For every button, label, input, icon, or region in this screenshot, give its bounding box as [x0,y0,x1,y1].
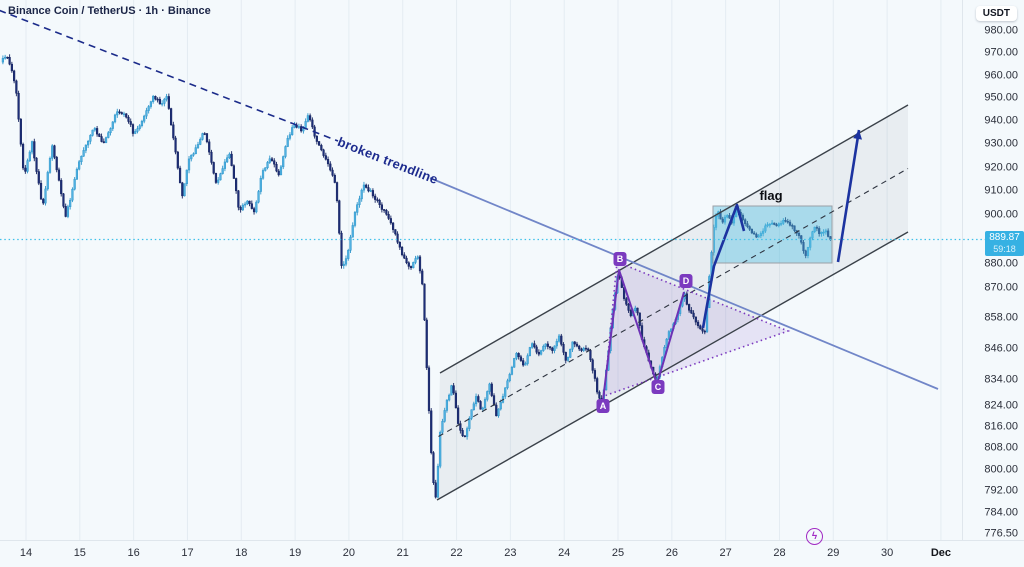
bar-countdown: 59:18 [993,244,1016,255]
abcd-zigzag[interactable] [602,269,685,401]
time-tick-label: 24 [558,547,571,559]
price-tick-label: 784.00 [984,506,1018,519]
price-tick-label: 808.00 [984,441,1018,454]
price-tick-label: 792.00 [984,484,1018,497]
time-tick-label: 21 [396,547,409,559]
time-tick-label: 20 [342,547,356,559]
pattern-label-c[interactable]: C [651,380,665,394]
arrowhead [853,130,863,140]
time-tick-label: 27 [719,547,732,559]
time-tick-label: 23 [504,547,517,559]
price-tick-label: 816.00 [984,420,1018,433]
time-tick-label: 26 [665,547,678,559]
pattern-label-a[interactable]: A [596,399,610,413]
price-tick-label: 880.00 [984,256,1018,269]
time-tick-label: 15 [73,547,86,559]
time-tick-label: 30 [880,547,894,559]
price-tick-label: 776.50 [984,527,1018,540]
price-tick-label: 910.00 [984,184,1018,197]
projection-arrow-2[interactable] [836,129,861,263]
price-tick-label: 960.00 [984,68,1018,81]
price-tick-label: 800.00 [984,462,1018,475]
last-price-value: 889.87 [989,232,1020,244]
price-tick-label: 858.00 [984,311,1018,324]
currency-toggle[interactable]: USDT [975,6,1017,21]
projection-arrow-1[interactable] [701,203,746,329]
time-tick-label: 28 [773,547,786,559]
price-tick-label: 900.00 [984,208,1018,221]
time-tick-label: 25 [611,547,625,559]
time-tick-label: 17 [181,547,194,559]
price-tick-label: 834.00 [984,373,1018,386]
time-tick-label: 16 [127,547,140,559]
price-tick-label: 970.00 [984,46,1018,59]
broken-trendline-dashed[interactable] [0,6,339,142]
channel-upper-line[interactable] [439,104,909,374]
price-tick-label: 824.00 [984,399,1018,412]
price-tick-label: 940.00 [984,114,1018,127]
channel-lower-line[interactable] [436,231,909,501]
time-tick-label: 29 [827,547,840,559]
time-axis[interactable]: 14 15 16 17 18 19 20 21 22 23 24 25 26 27 28 29 30 Dec [0,540,1024,567]
time-tick-label: 22 [450,547,463,559]
lightning-icon[interactable] [806,528,823,545]
channel-mid-line[interactable] [438,168,909,437]
time-tick-label: Dec [930,547,952,559]
trend-channel-fill[interactable] [437,105,908,500]
time-tick-label: 19 [288,547,302,559]
price-tick-label: 870.00 [984,281,1018,294]
pattern-label-d[interactable]: D [679,274,693,288]
price-tick-label: 980.00 [984,24,1018,37]
time-tick-label: 14 [19,547,33,559]
symbol-title: Binance Coin / TetherUS · 1h · Binance [8,5,211,17]
flag-label[interactable]: flag [759,188,783,203]
time-tick-label: 18 [235,547,248,559]
price-tick-label: 846.00 [984,342,1018,355]
price-tick-label: 950.00 [984,91,1018,104]
price-tick-label: 930.00 [984,137,1018,150]
flag-rectangle[interactable] [712,205,833,264]
pattern-label-b[interactable]: B [613,252,627,266]
price-tick-label: 920.00 [984,160,1018,173]
price-axis[interactable]: 980.00 970.00 960.00 950.00 940.00 930.00 920.… [962,0,1024,540]
last-price-badge: 889.87 59:18 [985,231,1024,257]
